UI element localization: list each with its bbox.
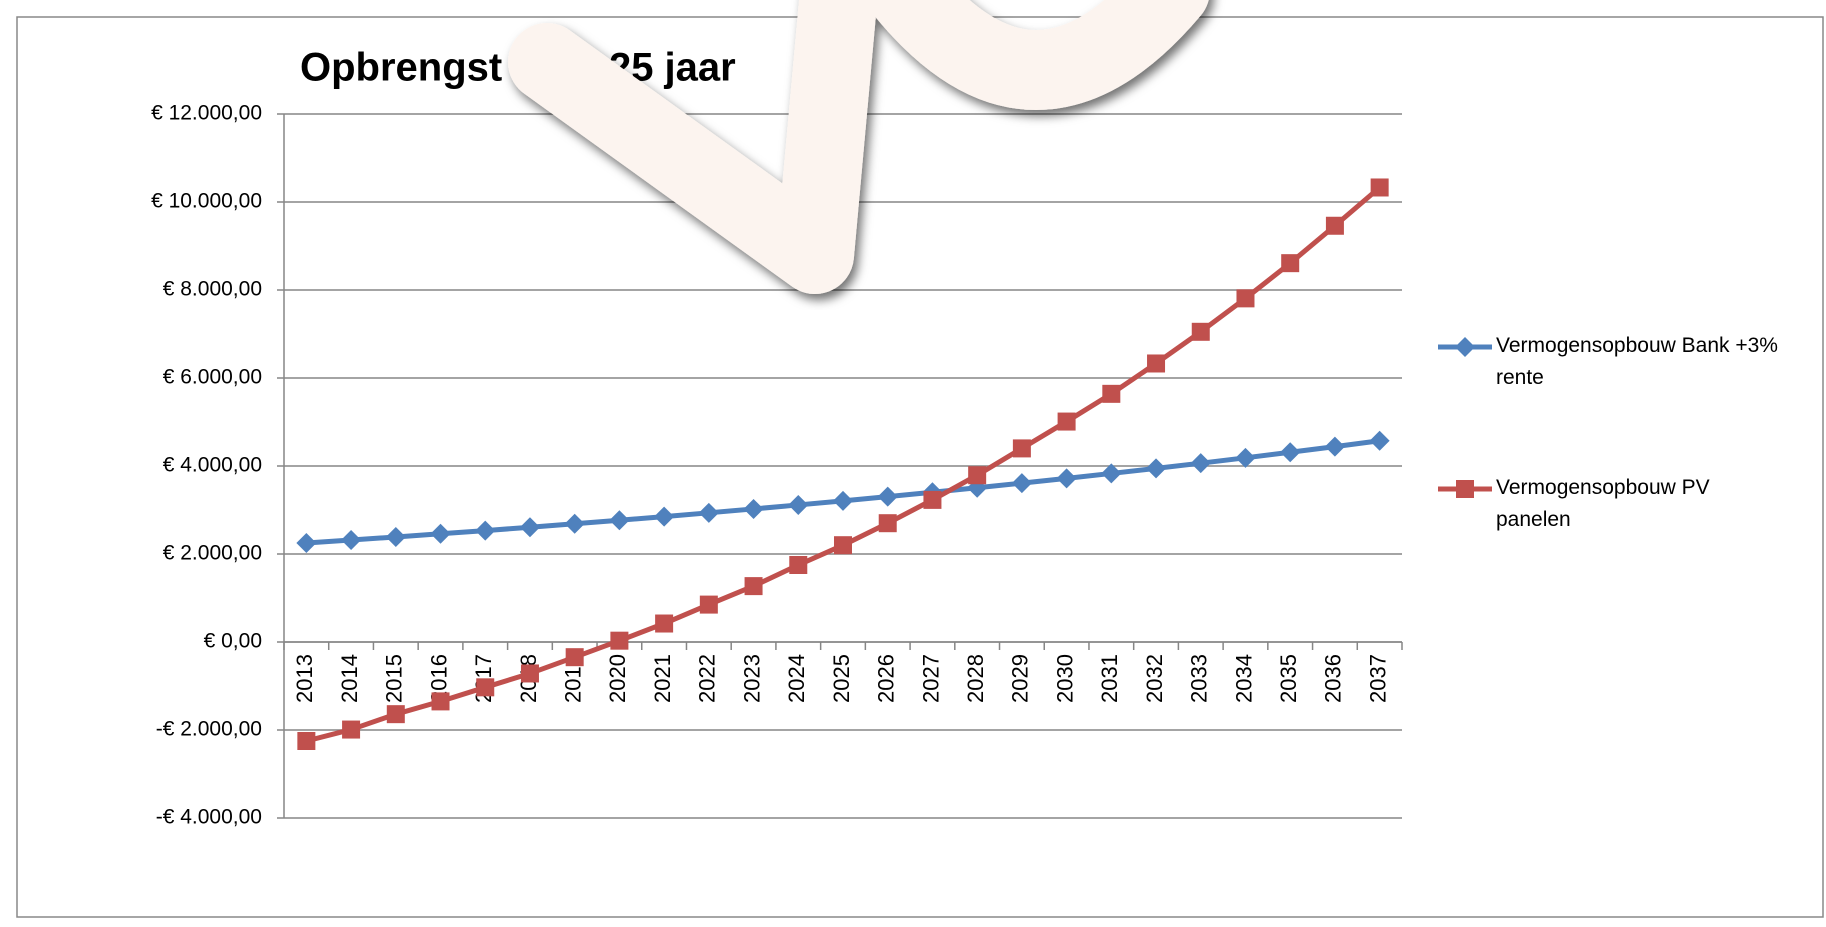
y-tick-label: € 12.000,00 <box>151 102 262 125</box>
x-tick-label: 2030 <box>1052 654 1077 703</box>
marker <box>1147 354 1165 372</box>
x-tick-label: 2035 <box>1276 654 1301 703</box>
marker <box>655 615 673 633</box>
y-tick-label: € 8.000,00 <box>163 278 262 301</box>
marker <box>1192 323 1210 341</box>
marker <box>1013 439 1031 457</box>
y-tick-label: € 2.000,00 <box>163 542 262 565</box>
x-tick-label: 2029 <box>1008 654 1033 703</box>
legend-label: Vermogensopbouw PV panelen <box>1496 472 1781 536</box>
x-tick-label: 2033 <box>1187 654 1212 703</box>
x-tick-label: 2037 <box>1365 654 1390 703</box>
y-tick-label: € 0,00 <box>204 630 262 653</box>
marker <box>834 536 852 554</box>
x-tick-label: 2036 <box>1321 654 1346 703</box>
marker <box>745 577 763 595</box>
x-tick-label: 2021 <box>650 654 675 703</box>
y-tick-label: € 10.000,00 <box>151 190 262 213</box>
page: -€ 4.000,00 -€ 2.000,00 € 0,00 € 2.000,00 € … <box>0 0 1826 927</box>
x-tick-label: 2023 <box>739 654 764 703</box>
marker <box>968 466 986 484</box>
marker <box>342 721 360 739</box>
x-tick-label: 2020 <box>605 654 630 703</box>
marker <box>476 678 494 696</box>
marker <box>432 692 450 710</box>
marker <box>1102 385 1120 403</box>
y-tick-label: -€ 4.000,00 <box>156 806 262 829</box>
x-tick-label: 2013 <box>292 654 317 703</box>
marker <box>879 514 897 532</box>
marker <box>1326 217 1344 235</box>
x-tick-label: 2031 <box>1097 654 1122 703</box>
marker <box>1371 178 1389 196</box>
marker <box>789 556 807 574</box>
x-tick-label: 2015 <box>382 654 407 703</box>
x-tick-label: 2014 <box>337 654 362 703</box>
x-tick-label: 2027 <box>918 654 943 703</box>
marker <box>566 648 584 666</box>
y-tick-label: -€ 2.000,00 <box>156 718 262 741</box>
y-tick-label: € 4.000,00 <box>163 454 262 477</box>
marker <box>297 732 315 750</box>
x-tick-label: 2028 <box>963 654 988 703</box>
marker <box>1236 289 1254 307</box>
legend-label: Vermogensopbouw Bank +3% rente <box>1496 330 1781 394</box>
marker <box>923 491 941 509</box>
x-tick-label: 2034 <box>1231 654 1256 703</box>
marker <box>521 664 539 682</box>
marker <box>1058 413 1076 431</box>
x-tick-label: 2024 <box>784 654 809 703</box>
marker <box>610 632 628 650</box>
x-tick-label: 2022 <box>695 654 720 703</box>
chart: -€ 4.000,00 -€ 2.000,00 € 0,00 € 2.000,00 € … <box>0 0 1826 927</box>
marker <box>387 705 405 723</box>
y-tick-label: € 6.000,00 <box>163 366 262 389</box>
x-tick-label: 2026 <box>874 654 899 703</box>
marker <box>700 596 718 614</box>
chart-border <box>17 17 1823 917</box>
x-tick-label: 2025 <box>829 654 854 703</box>
marker <box>1281 254 1299 272</box>
x-tick-label: 2032 <box>1142 654 1167 703</box>
